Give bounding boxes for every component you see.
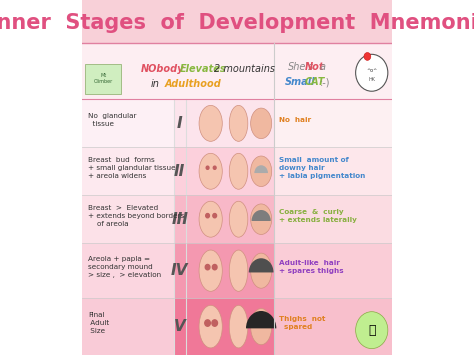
Wedge shape xyxy=(252,210,271,221)
Text: Coarse  &  curly
+ extends laterally: Coarse & curly + extends laterally xyxy=(279,209,357,223)
Text: She's: She's xyxy=(288,62,314,72)
Ellipse shape xyxy=(199,201,222,237)
Text: ^o^: ^o^ xyxy=(366,69,377,73)
Bar xyxy=(274,298,392,355)
Circle shape xyxy=(356,54,388,91)
Ellipse shape xyxy=(199,305,222,348)
Text: :-): :-) xyxy=(320,77,330,87)
Bar xyxy=(82,147,392,195)
Ellipse shape xyxy=(229,250,248,291)
Circle shape xyxy=(356,312,388,349)
Text: I: I xyxy=(177,116,182,131)
Bar xyxy=(82,298,392,355)
Text: HK: HK xyxy=(368,77,375,82)
Ellipse shape xyxy=(251,108,272,139)
Bar xyxy=(274,147,392,195)
Text: III: III xyxy=(171,212,188,227)
Bar xyxy=(82,243,392,298)
Ellipse shape xyxy=(251,156,272,187)
Text: Final
 Adult
 Size: Final Adult Size xyxy=(88,312,109,334)
Circle shape xyxy=(205,320,210,326)
Text: Areola + papla =
secondary mound
> size ,  > elevation: Areola + papla = secondary mound > size … xyxy=(88,256,162,278)
Text: Adult-like  hair
+ spares thighs: Adult-like hair + spares thighs xyxy=(279,260,344,274)
Circle shape xyxy=(212,264,217,270)
Text: V: V xyxy=(174,319,186,334)
FancyBboxPatch shape xyxy=(82,43,392,99)
Bar xyxy=(274,243,392,298)
Text: No  hair: No hair xyxy=(279,117,311,123)
Ellipse shape xyxy=(229,305,248,348)
Text: Breast  bud  forms
+ small glandular tissue
+ areola widens: Breast bud forms + small glandular tissu… xyxy=(88,157,176,179)
Bar xyxy=(85,64,121,94)
Wedge shape xyxy=(249,258,273,273)
Circle shape xyxy=(206,213,210,218)
Circle shape xyxy=(213,213,217,218)
Text: Thighs  not
  spared: Thighs not spared xyxy=(279,316,325,330)
Bar xyxy=(274,99,392,147)
FancyBboxPatch shape xyxy=(82,0,392,43)
Text: Small  amount of
downy hair
+ labia pigmentation: Small amount of downy hair + labia pigme… xyxy=(279,157,365,179)
Text: Small: Small xyxy=(285,77,316,87)
Bar xyxy=(82,298,173,355)
Text: Breast  >  Elevated
+ extends beyond borders
    of areola: Breast > Elevated + extends beyond borde… xyxy=(88,205,185,226)
Text: IV: IV xyxy=(171,263,188,278)
Text: NObody: NObody xyxy=(141,64,184,74)
Ellipse shape xyxy=(251,204,272,235)
Bar xyxy=(82,195,173,243)
Circle shape xyxy=(364,53,371,60)
Ellipse shape xyxy=(229,201,248,237)
Text: Not: Not xyxy=(304,62,324,72)
Circle shape xyxy=(213,166,216,169)
Ellipse shape xyxy=(229,105,248,141)
Text: CAT: CAT xyxy=(304,77,325,87)
Text: Adulthood: Adulthood xyxy=(164,80,221,89)
Text: No  glandular
  tissue: No glandular tissue xyxy=(88,113,137,127)
Text: a: a xyxy=(319,62,325,72)
Text: Mt
Climber: Mt Climber xyxy=(93,73,113,84)
Wedge shape xyxy=(246,311,276,328)
Circle shape xyxy=(212,320,218,326)
Ellipse shape xyxy=(229,153,248,189)
Text: Elevates: Elevates xyxy=(180,64,226,74)
Text: 2 mountains: 2 mountains xyxy=(214,64,275,74)
Text: II: II xyxy=(174,164,185,179)
Text: 🍀: 🍀 xyxy=(368,324,375,337)
Circle shape xyxy=(205,264,210,270)
Text: Tanner  Stages  of  Development  Mnemonics: Tanner Stages of Development Mnemonics xyxy=(0,13,474,33)
Text: in: in xyxy=(150,80,159,89)
Bar xyxy=(274,195,392,243)
Ellipse shape xyxy=(199,105,222,141)
Bar xyxy=(82,99,392,147)
Bar xyxy=(82,243,173,298)
Bar xyxy=(82,195,392,243)
Ellipse shape xyxy=(251,253,272,288)
Bar xyxy=(82,99,173,147)
Ellipse shape xyxy=(251,308,272,345)
Ellipse shape xyxy=(199,250,222,291)
Circle shape xyxy=(206,166,209,169)
Ellipse shape xyxy=(199,153,222,189)
Bar xyxy=(82,147,173,195)
Wedge shape xyxy=(255,165,268,173)
